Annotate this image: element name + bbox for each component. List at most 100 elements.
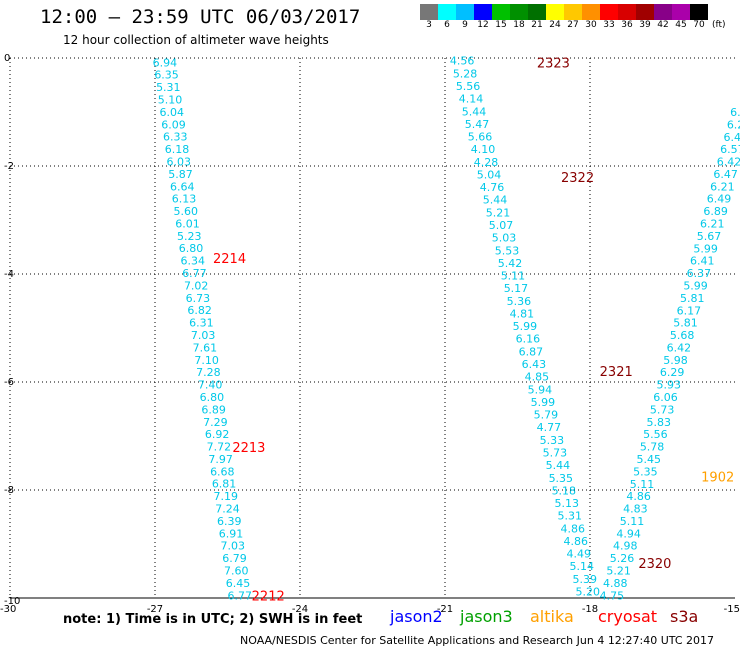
wave-height-value: 5.28 bbox=[453, 67, 478, 80]
colorbar-swatch bbox=[528, 4, 546, 20]
legend-entry: jason3 bbox=[460, 607, 513, 626]
colorbar-swatch bbox=[672, 4, 690, 20]
legend-entry: altika bbox=[530, 607, 574, 626]
wave-height-value: 5.81 bbox=[673, 317, 698, 330]
wave-height-value: 7.10 bbox=[194, 354, 219, 367]
wave-height-value: 5.79 bbox=[534, 409, 559, 422]
colorbar-swatch bbox=[618, 4, 636, 20]
wave-height-value: 5.11 bbox=[501, 270, 526, 283]
wave-height-value: 5.56 bbox=[456, 80, 481, 93]
wave-height-value: 5.11 bbox=[630, 478, 655, 491]
wave-height-value: 4.10 bbox=[471, 143, 496, 156]
wave-height-value: 5.44 bbox=[546, 459, 571, 472]
y-tick-label: -10 bbox=[4, 596, 20, 607]
wave-height-value: 7.72 bbox=[207, 441, 232, 454]
time-label: 2214 bbox=[213, 252, 246, 267]
wave-height-value: 5.73 bbox=[650, 403, 675, 416]
wave-height-value: 5.23 bbox=[177, 230, 202, 243]
colorbar-swatch bbox=[492, 4, 510, 20]
legend-entry: cryosat bbox=[598, 607, 658, 626]
wave-height-value: 5.26 bbox=[610, 552, 635, 565]
colorbar-swatch bbox=[582, 4, 600, 20]
time-label: 1902 bbox=[701, 471, 734, 486]
wave-height-value: 6.43 bbox=[522, 358, 547, 371]
wave-height-value: 4.85 bbox=[525, 371, 550, 384]
wave-height-value: 6.16 bbox=[516, 333, 541, 346]
wave-height-value: 5.35 bbox=[633, 465, 658, 478]
wave-height-value: 4.14 bbox=[459, 93, 484, 106]
colorbar-tick-label: 36 bbox=[621, 20, 633, 30]
colorbar-tick-label: 6 bbox=[444, 20, 450, 30]
wave-height-value: 6.31 bbox=[189, 317, 214, 330]
wave-height-value: 5.99 bbox=[531, 396, 556, 409]
wave-height-value: 6.94 bbox=[153, 56, 178, 69]
y-tick-label: -4 bbox=[4, 269, 14, 280]
wave-height-value: 5.44 bbox=[462, 105, 487, 118]
wave-height-value: 7.28 bbox=[196, 366, 221, 379]
wave-height-value: 6.49 bbox=[707, 193, 732, 206]
colorbar-tick-label: 30 bbox=[585, 20, 597, 30]
colorbar-tick-label: 45 bbox=[675, 20, 687, 30]
time-label: 2321 bbox=[600, 365, 633, 380]
wave-height-value: 7.03 bbox=[191, 329, 216, 342]
wave-height-value: 5.99 bbox=[513, 320, 538, 333]
wave-height-value: 7.29 bbox=[203, 416, 228, 429]
wave-height-value: 5.42 bbox=[498, 257, 523, 270]
colorbar bbox=[420, 4, 708, 20]
wave-height-value: 5.67 bbox=[697, 230, 722, 243]
wave-height-value: 6.21 bbox=[700, 218, 725, 231]
wave-height-value: 4.94 bbox=[616, 527, 641, 540]
wave-height-value: 5.83 bbox=[647, 416, 672, 429]
y-tick-label: -6 bbox=[4, 377, 14, 388]
wave-height-value: 6.64 bbox=[170, 180, 195, 193]
wave-height-value: 6.80 bbox=[179, 242, 204, 255]
wave-height-value: 6.01 bbox=[175, 217, 200, 230]
wave-height-value: 6.06 bbox=[653, 391, 678, 404]
wave-height-value: 5.21 bbox=[486, 206, 511, 219]
wave-height-value: 5.31 bbox=[156, 81, 181, 94]
wave-height-value: 6.17 bbox=[677, 304, 702, 317]
wave-height-value: 5.66 bbox=[468, 131, 493, 144]
wave-height-value: 6.82 bbox=[187, 304, 212, 317]
wave-height-value: 6.04 bbox=[160, 106, 185, 119]
wave-height-value: 6.89 bbox=[703, 205, 728, 218]
wave-height-value: 5.36 bbox=[507, 295, 531, 308]
wave-height-value: 6.44 bbox=[723, 131, 740, 144]
wave-height-value: 6.68 bbox=[210, 465, 235, 478]
wave-height-value: 6.73 bbox=[186, 292, 211, 305]
wave-height-value: 7.61 bbox=[193, 341, 218, 354]
x-tick-label: -27 bbox=[147, 604, 163, 615]
wave-height-value: 6.45 bbox=[226, 577, 251, 590]
colorbar-swatch bbox=[564, 4, 582, 20]
wave-height-value: 5.87 bbox=[168, 168, 193, 181]
wave-height-value: 5.53 bbox=[495, 244, 520, 257]
wave-height-value: 6.89 bbox=[201, 403, 226, 416]
wave-height-value: 6.42 bbox=[717, 156, 740, 169]
wave-height-value: 4.86 bbox=[561, 522, 586, 535]
wave-height-value: 4.98 bbox=[613, 540, 638, 553]
wave-height-value: 6.28 bbox=[727, 118, 740, 131]
wave-height-value: 5.13 bbox=[555, 497, 580, 510]
colorbar-swatch bbox=[546, 4, 564, 20]
wave-height-value: 5.68 bbox=[670, 329, 695, 342]
wave-height-value: 6.79 bbox=[222, 552, 247, 565]
colorbar-tick-label: 18 bbox=[513, 20, 525, 30]
y-tick-label: -2 bbox=[4, 161, 14, 172]
colorbar-swatch bbox=[654, 4, 672, 20]
colorbar-tick-label: 27 bbox=[567, 20, 579, 30]
colorbar-swatch bbox=[420, 4, 438, 20]
wave-height-value: 6.77 bbox=[182, 267, 207, 280]
wave-height-value: 6.29 bbox=[660, 366, 685, 379]
wave-height-value: 5.99 bbox=[683, 279, 708, 292]
wave-height-value: 6.34 bbox=[180, 255, 205, 268]
wave-height-value: 4.77 bbox=[537, 421, 562, 434]
colorbar-swatch bbox=[438, 4, 456, 20]
wave-height-value: 6.35 bbox=[154, 69, 179, 82]
wave-height-value: 5.04 bbox=[477, 168, 502, 181]
wave-height-value: 5.31 bbox=[558, 510, 583, 523]
colorbar-swatch bbox=[600, 4, 618, 20]
time-label: 2213 bbox=[232, 441, 265, 456]
wave-height-value: 5.14 bbox=[570, 560, 595, 573]
wave-height-value: 5.18 bbox=[552, 484, 577, 497]
